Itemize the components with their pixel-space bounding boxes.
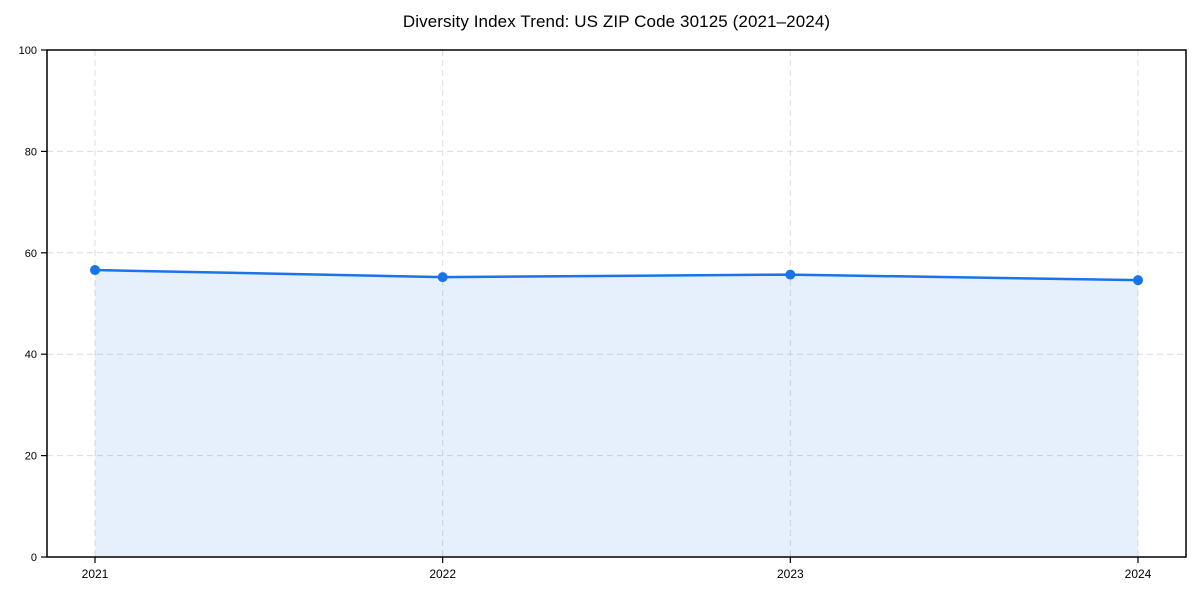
ytick-label-80: 80	[25, 146, 37, 158]
area-fill	[95, 270, 1138, 557]
ytick-label-60: 60	[25, 248, 37, 260]
ytick-label-20: 20	[25, 451, 37, 463]
data-point-2021	[90, 265, 100, 276]
plot-frame	[46, 49, 1187, 558]
ytick-label-0: 0	[31, 552, 37, 564]
data-point-2024	[1133, 275, 1143, 286]
chart-title: Diversity Index Trend: US ZIP Code 30125…	[402, 12, 831, 31]
xtick-label-2022: 2022	[429, 567, 456, 581]
xtick-label-2021: 2021	[82, 567, 109, 581]
ytick-label-100: 100	[19, 45, 37, 57]
xtick-label-2024: 2024	[1125, 567, 1152, 581]
ytick-label-40: 40	[25, 349, 37, 361]
data-point-2023	[785, 269, 796, 280]
trend-line	[93, 268, 1140, 282]
data-point-2022	[437, 272, 448, 283]
xtick-label-2023: 2023	[777, 567, 804, 581]
